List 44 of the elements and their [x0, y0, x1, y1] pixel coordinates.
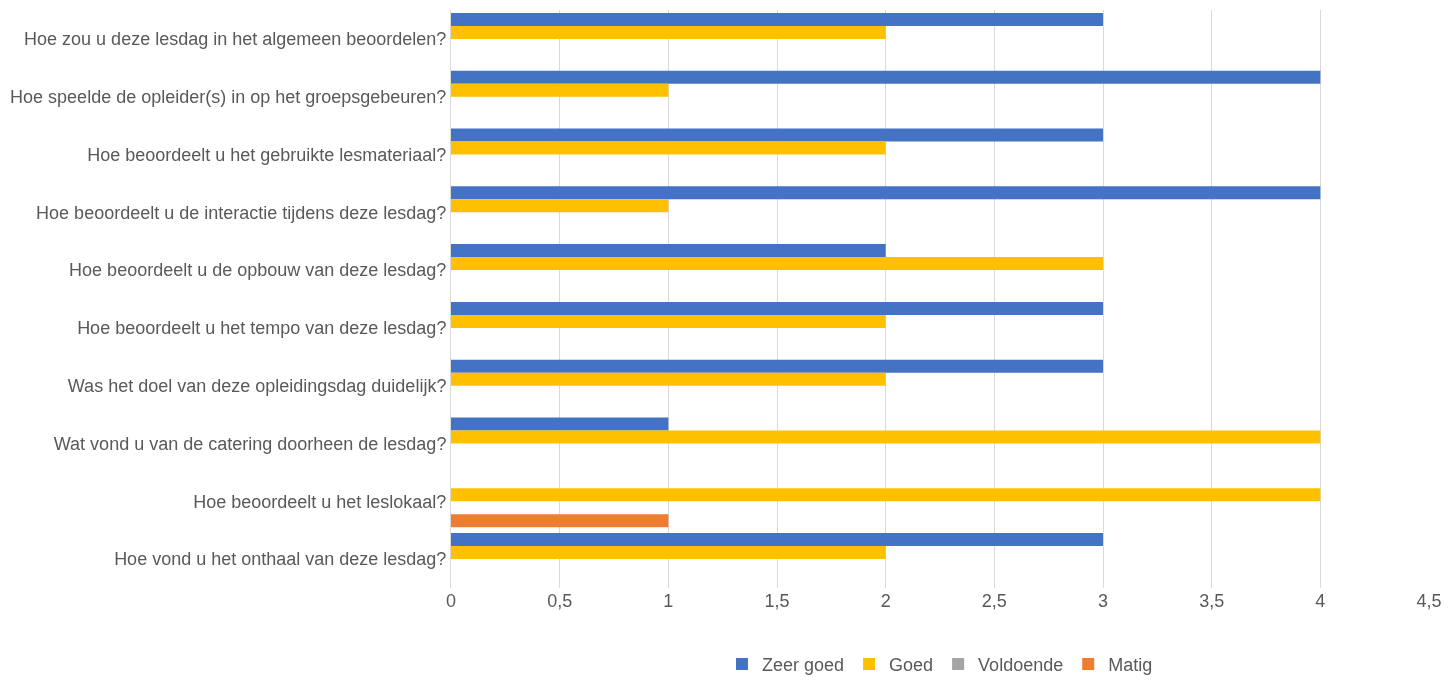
- bar: [451, 141, 886, 155]
- x-tick-label: 2: [880, 591, 891, 611]
- y-tick-label: Hoe beoordeelt u het leslokaal?: [193, 491, 447, 512]
- bar: [451, 314, 886, 328]
- y-tick-label: Hoe beoordeelt u de interactie tijdens deze lesdag?: [36, 202, 447, 223]
- bar: [451, 488, 1321, 502]
- bar: [451, 546, 886, 560]
- bar: [451, 372, 886, 386]
- x-tick-label: 3,5: [1199, 591, 1225, 611]
- y-tick-label: Hoe beoordeelt u het tempo van deze lesdag?: [77, 318, 447, 339]
- bar: [451, 186, 1321, 200]
- x-tick-label: 3: [1097, 591, 1109, 611]
- x-tick-label: 0: [445, 591, 457, 611]
- x-tick-label: 0,5: [547, 591, 573, 611]
- bar: [451, 257, 1103, 271]
- bar: [451, 12, 1103, 26]
- x-tick-label: 4: [1315, 591, 1326, 611]
- x-tick-label: 1,5: [764, 591, 790, 611]
- bar: [451, 128, 1103, 142]
- bar: [451, 514, 669, 528]
- y-tick-label: Hoe beoordeelt u de opbouw van deze lesdag?: [69, 260, 447, 281]
- y-tick-label: Hoe vond u het onthaal van deze lesdag?: [114, 549, 447, 570]
- bar: [451, 199, 669, 213]
- legend-label: Voldoende: [978, 655, 1064, 676]
- legend-label: Matig: [1108, 655, 1153, 676]
- bar: [451, 83, 669, 97]
- y-tick-label: Hoe beoordeelt u het gebruikte lesmateriaal?: [87, 144, 447, 165]
- bar: [451, 301, 1103, 315]
- bar: [451, 25, 886, 39]
- x-tick-label: 2,5: [981, 591, 1007, 611]
- legend-label: Zeer goed: [762, 655, 845, 676]
- bar: [451, 430, 1321, 444]
- bar: [451, 417, 669, 431]
- y-tick-label: Hoe speelde de opleider(s) in op het groepsgebeuren?: [10, 87, 447, 107]
- x-tick-label: 1: [663, 591, 674, 611]
- y-tick-label: Wat vond u van de catering doorheen de lesdag?: [53, 433, 447, 454]
- x-tick-label: 4,5: [1416, 591, 1442, 611]
- bar: [451, 70, 1321, 84]
- legend-label: Goed: [889, 655, 934, 676]
- bar: [451, 359, 1103, 373]
- bar: [451, 533, 1103, 547]
- y-tick-label: Was het doel van deze opleidingsdag duidelijk?: [67, 376, 447, 396]
- bar: [451, 244, 886, 258]
- y-tick-label: Hoe zou u deze lesdag in het algemeen beoordelen?: [24, 29, 447, 50]
